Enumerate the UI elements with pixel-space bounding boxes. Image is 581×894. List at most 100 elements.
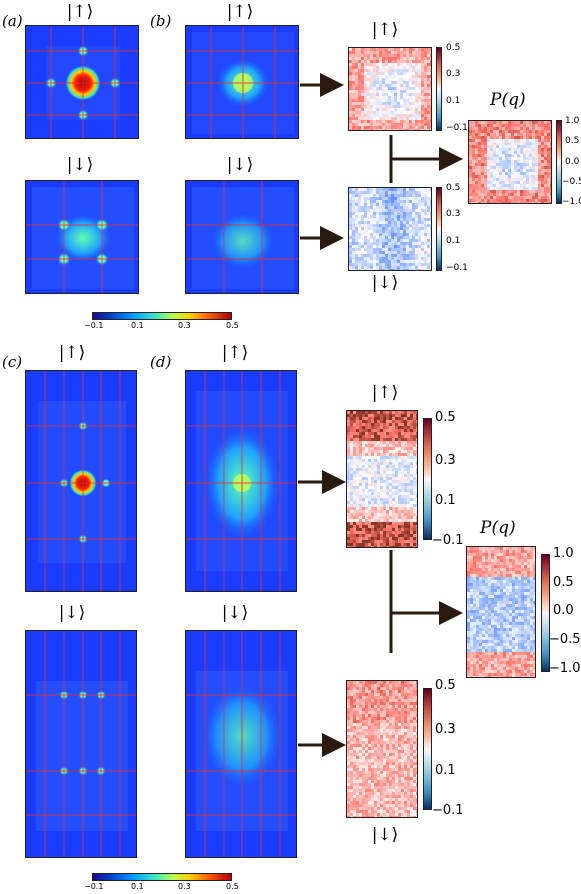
noise-down-bottom-cell-14 xyxy=(389,681,392,684)
noise-pq-bottom-cell-196 xyxy=(479,571,482,574)
noise-up-top-cell-200 xyxy=(361,69,364,72)
noise-up-bottom-cell-914 xyxy=(353,525,356,528)
noise-up-bottom-cell-75 xyxy=(356,420,359,423)
noise-up-top-cell-7 xyxy=(370,48,373,51)
noise-pq-top-cell-278 xyxy=(547,148,550,151)
noise-down-bottom-cell-986 xyxy=(353,804,356,807)
noise-down-bottom-cell-815 xyxy=(416,780,417,783)
noise-pq-top-cell-77 xyxy=(532,127,535,130)
noise-up-bottom-cell-929 xyxy=(398,525,401,528)
noise-up-bottom-cell-243 xyxy=(356,441,359,444)
noise-up-bottom-cell-391 xyxy=(368,459,371,462)
noise-pq-top-cell-229 xyxy=(484,145,487,148)
noise-pq-bottom-cell-238 xyxy=(533,574,535,577)
noise-up-bottom-cell-212 xyxy=(407,435,410,438)
noise-down-top-cell-246 xyxy=(415,212,418,215)
noise-down-bottom-cell-1100 xyxy=(407,816,410,817)
noise-down-bottom-cell-347 xyxy=(380,723,383,726)
noise-up-bottom-cell-752 xyxy=(371,504,374,507)
noise-up-bottom-cell-487 xyxy=(368,471,371,474)
noise-up-top-cell-90 xyxy=(367,57,370,60)
noise-down-bottom-cell-1075 xyxy=(404,813,407,816)
noise-down-bottom-cell-821 xyxy=(362,783,365,786)
noise-up-top-cell-61 xyxy=(364,54,367,57)
noise-up-bottom-cell-285 xyxy=(410,444,413,447)
noise-down-top-cell-64 xyxy=(373,194,376,197)
noise-up-bottom-cell-864 xyxy=(347,519,350,522)
noise-up-bottom-cell-248 xyxy=(371,441,374,444)
noise-down-top-cell-527 xyxy=(418,242,421,245)
noise-down-bottom-cell-1072 xyxy=(395,813,398,816)
noise-down-top-cell-113 xyxy=(352,200,355,203)
pq-map-top xyxy=(468,120,552,204)
noise-down-top-cell-44 xyxy=(397,191,400,194)
noise-up-bottom-cell-691 xyxy=(404,495,407,498)
noise-down-bottom-cell-77 xyxy=(362,690,365,693)
noise-up-bottom-cell-1047 xyxy=(392,540,395,543)
noise-pq-bottom-cell-308 xyxy=(527,583,530,586)
noise-down-top-cell-22 xyxy=(415,188,418,191)
noise-down-bottom-cell-205 xyxy=(386,705,389,708)
noise-up-top-cell-333 xyxy=(424,81,427,84)
noise-down-bottom-cell-570 xyxy=(401,750,404,753)
noise-pq-bottom-cell-218 xyxy=(473,574,476,577)
noise-up-top-cell-226 xyxy=(355,72,358,75)
noise-down-top-cell-326 xyxy=(403,221,406,224)
noise-down-bottom-cell-647 xyxy=(416,759,417,762)
spin-map-down-top xyxy=(348,187,432,271)
noise-down-top-cell-648 xyxy=(361,257,364,260)
noise-up-top-cell-620 xyxy=(361,114,364,117)
noise-up-top-cell-406 xyxy=(391,90,394,93)
noise-pq-top-cell-282 xyxy=(475,151,478,154)
noise-up-bottom-cell-575 xyxy=(416,480,417,483)
noise-up-bottom-cell-398 xyxy=(389,459,392,462)
noise-pq-top-cell-481 xyxy=(484,172,487,175)
noise-down-bottom-cell-363 xyxy=(356,726,359,729)
noise-up-bottom-cell-564 xyxy=(383,480,386,483)
noise-pq-top-cell-702 xyxy=(475,196,478,199)
noise-pq-bottom-cell-349 xyxy=(506,589,509,592)
noise-down-top-cell-56 xyxy=(349,194,352,197)
noise-down-bottom-cell-1067 xyxy=(380,813,383,816)
noise-down-bottom-cell-991 xyxy=(368,804,371,807)
noise-up-bottom-cell-272 xyxy=(371,444,374,447)
noise-up-top-cell-199 xyxy=(358,69,361,72)
noise-down-bottom-cell-598 xyxy=(413,753,416,756)
noise-up-top-cell-478 xyxy=(355,99,358,102)
noise-up-top-cell-686 xyxy=(391,120,394,123)
noise-down-bottom-cell-262 xyxy=(413,711,416,714)
noise-up-top-cell-373 xyxy=(376,87,379,90)
noise-pq-top-cell-620 xyxy=(481,187,484,190)
noise-pq-bottom-cell-68 xyxy=(527,553,530,556)
noise-up-bottom-cell-812 xyxy=(407,510,410,513)
noise-down-bottom-cell-54 xyxy=(365,687,368,690)
noise-down-bottom-cell-1048 xyxy=(395,810,398,813)
noise-up-top-cell-768 xyxy=(385,129,388,130)
noise-down-bottom-cell-260 xyxy=(407,711,410,714)
noise-pq-top-cell-665 xyxy=(532,190,535,193)
noise-down-bottom-cell-931 xyxy=(404,795,407,798)
noise-down-top-cell-5 xyxy=(364,188,367,191)
noise-down-top-cell-33 xyxy=(364,191,367,194)
noise-up-top-cell-397 xyxy=(364,90,367,93)
noise-down-top-cell-482 xyxy=(367,239,370,242)
noise-down-bottom-cell-268 xyxy=(359,714,362,717)
noise-down-bottom-cell-424 xyxy=(395,732,398,735)
noise-up-bottom-cell-394 xyxy=(377,459,380,462)
noise-up-top-cell-436 xyxy=(397,93,400,96)
noise-up-bottom-cell-59 xyxy=(380,417,383,420)
noise-up-bottom-cell-782 xyxy=(389,507,392,510)
noise-pq-top-cell-84 xyxy=(469,130,472,133)
noise-down-bottom-cell-905 xyxy=(398,792,401,795)
noise-down-bottom-cell-795 xyxy=(356,780,359,783)
noise-up-bottom-cell-994 xyxy=(377,534,380,537)
noise-pq-bottom-cell-11 xyxy=(500,547,503,550)
noise-pq-bottom-cell-184 xyxy=(515,568,518,571)
noise-down-bottom-cell-789 xyxy=(410,777,413,780)
noise-down-bottom-cell-101 xyxy=(362,693,365,696)
noise-down-bottom-cell-620 xyxy=(407,756,410,759)
noise-down-top-cell-520 xyxy=(397,242,400,245)
noise-up-bottom-cell-29 xyxy=(362,414,365,417)
noise-down-bottom-cell-605 xyxy=(362,756,365,759)
noise-up-top-cell-335 xyxy=(430,81,431,84)
